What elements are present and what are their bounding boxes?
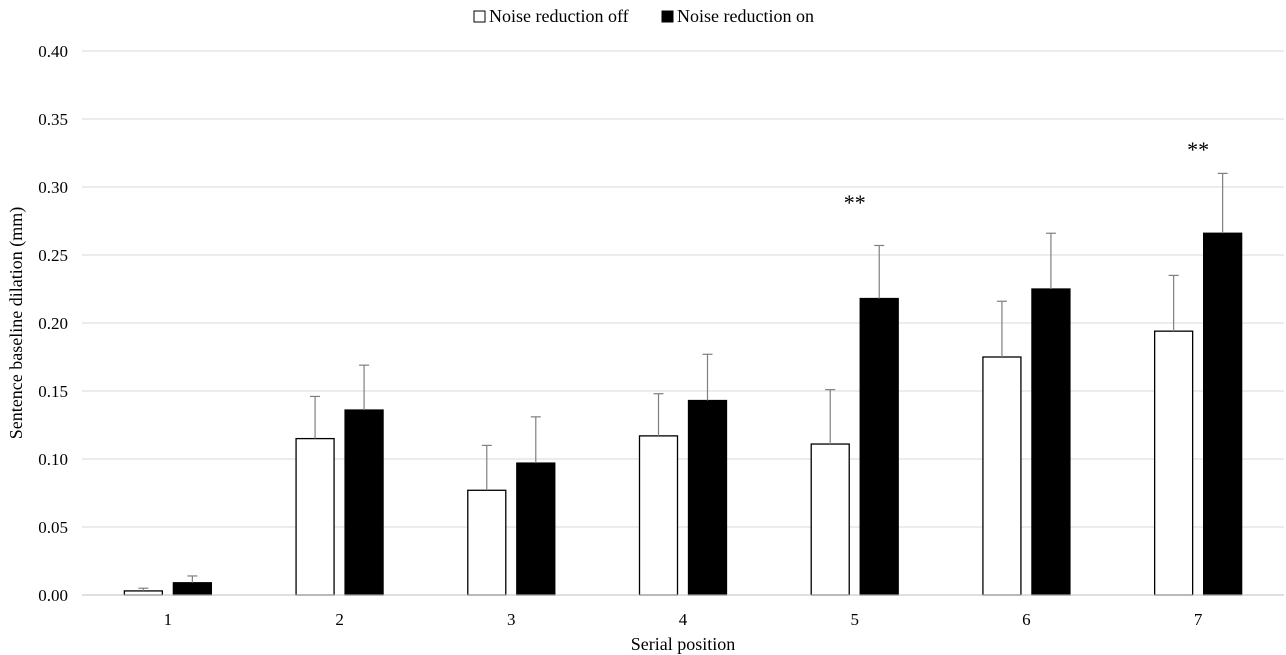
y-tick-label: 0.25 bbox=[38, 246, 68, 265]
significance-mark: ** bbox=[1187, 137, 1209, 162]
bar-off-2 bbox=[295, 437, 335, 596]
bar-off-1 bbox=[123, 590, 164, 596]
y-tick-label: 0.10 bbox=[38, 450, 68, 469]
y-tick-label: 0.30 bbox=[38, 178, 68, 197]
gridlines bbox=[82, 50, 1284, 528]
x-tick-label: 4 bbox=[679, 610, 688, 629]
x-tick-label: 7 bbox=[1194, 610, 1203, 629]
x-tick-label: 1 bbox=[164, 610, 173, 629]
x-tick-label: 3 bbox=[507, 610, 516, 629]
y-tick-label: 0.40 bbox=[38, 42, 68, 61]
bar-on-6 bbox=[1031, 288, 1071, 596]
y-tick-label: 0.05 bbox=[38, 518, 68, 537]
legend: Noise reduction off Noise reduction on bbox=[473, 6, 814, 26]
legend-label-on: Noise reduction on bbox=[677, 6, 814, 26]
bar-off-7 bbox=[1153, 330, 1194, 596]
bar-off-4 bbox=[638, 435, 679, 596]
y-axis-ticks: 0.00 0.05 0.10 0.15 0.20 0.25 0.30 0.35 0.40 bbox=[38, 42, 68, 605]
x-axis-title: Serial position bbox=[631, 634, 736, 654]
bar-off-5 bbox=[810, 443, 850, 596]
x-tick-label: 5 bbox=[850, 610, 859, 629]
bar-off-6 bbox=[982, 356, 1022, 596]
x-tick-label: 2 bbox=[335, 610, 344, 629]
x-axis-ticks: 1 2 3 4 5 6 7 bbox=[164, 610, 1203, 629]
bar-on-7 bbox=[1202, 232, 1243, 596]
y-tick-label: 0.15 bbox=[38, 382, 68, 401]
bar-on-2 bbox=[344, 409, 384, 596]
error-bars bbox=[138, 172, 1228, 591]
legend-swatch-off bbox=[473, 10, 486, 23]
x-tick-label: 6 bbox=[1022, 610, 1031, 629]
legend-label-off: Noise reduction off bbox=[489, 6, 629, 26]
bar-on-3 bbox=[516, 462, 556, 596]
legend-swatch-on bbox=[661, 10, 674, 23]
bar-on-1 bbox=[172, 582, 213, 596]
y-axis-title: Sentence baseline dilation (mm) bbox=[6, 207, 27, 439]
y-tick-label: 0.35 bbox=[38, 110, 68, 129]
bar-on-4 bbox=[687, 399, 728, 596]
bar-on-5 bbox=[859, 297, 899, 596]
significance-mark: ** bbox=[844, 190, 866, 215]
bar-off-3 bbox=[467, 489, 507, 596]
significance-annotations: ** ** bbox=[844, 137, 1209, 215]
y-tick-label: 0.20 bbox=[38, 314, 68, 333]
bars bbox=[123, 232, 1243, 596]
y-tick-label: 0.00 bbox=[38, 586, 68, 605]
